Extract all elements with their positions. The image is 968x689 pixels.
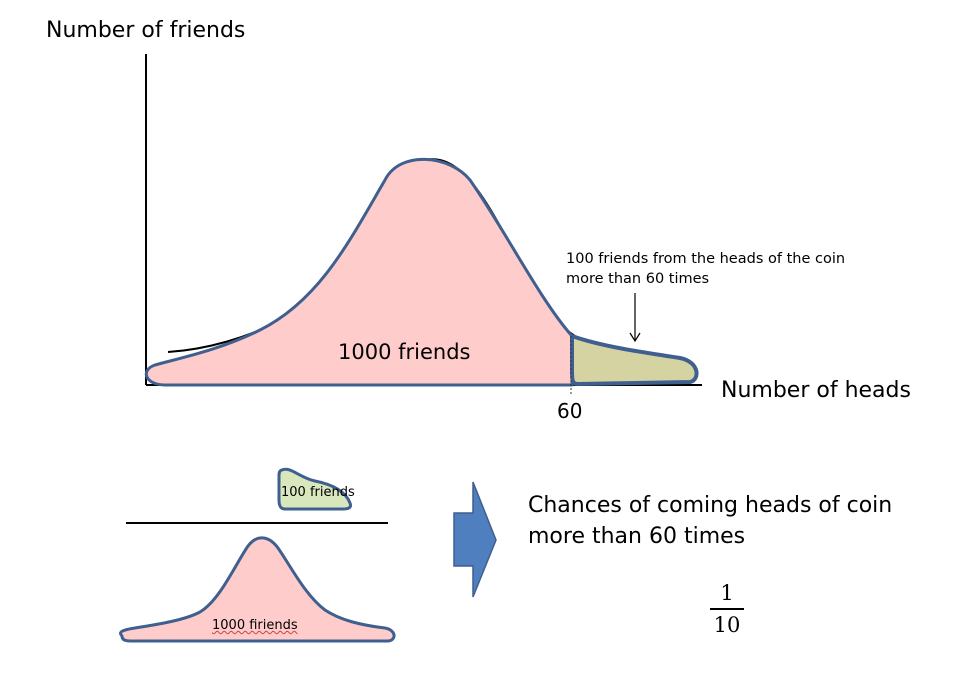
- y-axis-label: Number of friends: [46, 18, 246, 43]
- x-axis-label: Number of heads: [721, 378, 911, 403]
- annotation-arrowhead-icon: [629, 332, 641, 343]
- right-arrow-icon: [453, 481, 497, 598]
- conclusion-text: Chances of coming heads of coin more tha…: [528, 493, 893, 549]
- threshold-tick-label: 60: [557, 399, 583, 423]
- main-area-label: 1000 friends: [338, 340, 471, 364]
- tail-annotation: 100 friends from the heads of the coin m…: [566, 251, 846, 287]
- result-denominator: 10: [713, 613, 741, 637]
- tail-area: [570, 334, 699, 386]
- denominator-shape: [119, 536, 396, 643]
- result-fraction: 1 10: [706, 580, 748, 638]
- denominator-label: 1000 firiends: [212, 618, 298, 633]
- denominator-label-text: 1000 firiends: [212, 618, 298, 633]
- result-fraction-bar: [710, 608, 744, 610]
- result-numerator: 1: [720, 581, 734, 605]
- main-curve-area: [144, 157, 574, 387]
- numerator-label: 100 friends: [281, 485, 355, 500]
- numerator-shape: [277, 467, 352, 511]
